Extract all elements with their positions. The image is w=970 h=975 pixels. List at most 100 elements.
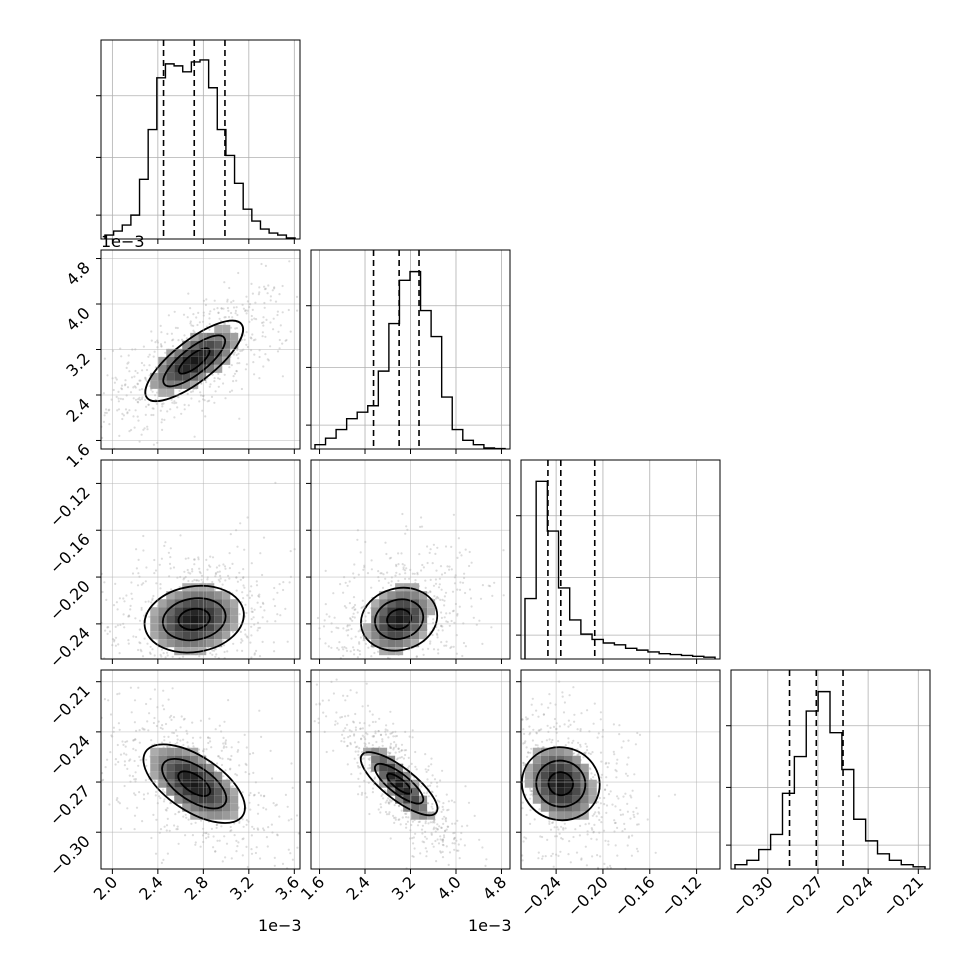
sample-point: [176, 326, 179, 330]
sample-point: [245, 845, 248, 849]
sample-point: [251, 825, 254, 828]
sample-point: [143, 797, 146, 801]
sample-point: [147, 355, 150, 358]
sample-point: [605, 811, 608, 815]
sample-point: [270, 823, 273, 826]
sample-point: [287, 819, 290, 822]
sample-point: [193, 578, 196, 582]
density-cell: [158, 771, 167, 780]
sample-point: [127, 615, 130, 618]
density-cell: [190, 771, 199, 780]
sample-point: [442, 822, 445, 826]
density-cell: [556, 771, 565, 780]
sample-point: [392, 735, 395, 738]
sample-point: [466, 824, 469, 827]
sample-point: [575, 851, 579, 854]
sample-point: [574, 828, 577, 831]
sample-point: [467, 801, 471, 804]
contour-level-0.5: [177, 770, 212, 797]
sample-point: [291, 786, 294, 790]
sample-point: [354, 750, 357, 753]
sample-point: [289, 852, 292, 855]
density-cell: [230, 615, 239, 624]
sample-point: [522, 728, 525, 731]
sample-point: [315, 683, 318, 686]
sample-point: [150, 836, 153, 840]
sample-point: [431, 842, 434, 846]
sample-point: [635, 847, 639, 850]
sample-point: [386, 571, 389, 574]
sample-point: [258, 655, 262, 658]
sample-point: [219, 756, 222, 760]
sample-point: [139, 759, 142, 762]
density-cell: [395, 787, 404, 796]
sample-point: [167, 735, 170, 739]
sample-point: [117, 390, 120, 393]
sample-point: [626, 844, 629, 847]
sample-point: [324, 642, 327, 645]
sample-point: [281, 375, 284, 378]
sample-point: [444, 545, 448, 548]
sample-point: [538, 808, 541, 811]
sample-point: [131, 597, 134, 600]
density-cell: [214, 639, 223, 648]
sample-point: [435, 794, 438, 798]
sample-point: [548, 693, 551, 696]
sample-point: [108, 803, 111, 806]
sample-point: [431, 791, 434, 794]
sample-point: [453, 836, 457, 839]
sample-point: [234, 327, 237, 330]
sample-point: [250, 625, 253, 628]
sample-point: [394, 816, 397, 819]
sample-point: [336, 646, 339, 650]
density-cell: [556, 795, 565, 804]
sample-point: [267, 284, 270, 287]
sample-point: [388, 752, 391, 755]
sample-point: [580, 857, 583, 860]
sample-point: [399, 756, 402, 759]
histogram-step: [734, 690, 926, 869]
density-cell: [230, 803, 239, 812]
sample-point: [451, 610, 455, 613]
sample-point: [584, 742, 587, 745]
sample-point: [242, 597, 245, 600]
sample-point: [220, 307, 223, 310]
sample-point: [133, 778, 136, 781]
density-cell: [214, 364, 223, 373]
sample-point: [226, 298, 229, 301]
density-cell: [174, 356, 183, 365]
density-cell: [214, 615, 223, 624]
sample-point: [205, 837, 208, 840]
sample-point: [529, 789, 532, 792]
sample-point: [607, 793, 611, 796]
sample-point: [286, 640, 289, 643]
sample-point: [165, 809, 168, 812]
sample-point: [630, 796, 633, 799]
sample-point: [206, 568, 209, 571]
x-tick-label: −0.24: [829, 872, 877, 920]
sample-point: [118, 652, 121, 655]
sample-point: [216, 839, 219, 842]
sample-point: [432, 584, 436, 587]
sample-point: [419, 525, 422, 529]
sample-point: [523, 732, 526, 736]
sample-point: [168, 716, 171, 719]
sample-point: [523, 836, 526, 839]
sample-point: [468, 564, 471, 568]
sample-point: [129, 686, 132, 689]
sample-point: [232, 375, 235, 378]
sample-point: [227, 309, 230, 312]
density-cell: [166, 599, 175, 608]
sample-point: [160, 861, 163, 865]
sample-point: [368, 764, 371, 767]
sample-point: [140, 361, 143, 365]
sample-point: [116, 608, 119, 611]
density-cell: [190, 631, 199, 640]
sample-point: [254, 301, 257, 304]
sample-point: [473, 814, 476, 818]
sample-point: [160, 655, 163, 658]
sample-point: [453, 848, 456, 851]
sample-point: [531, 739, 535, 742]
contour-level-1.5: [142, 743, 246, 824]
sample-point: [128, 409, 131, 412]
